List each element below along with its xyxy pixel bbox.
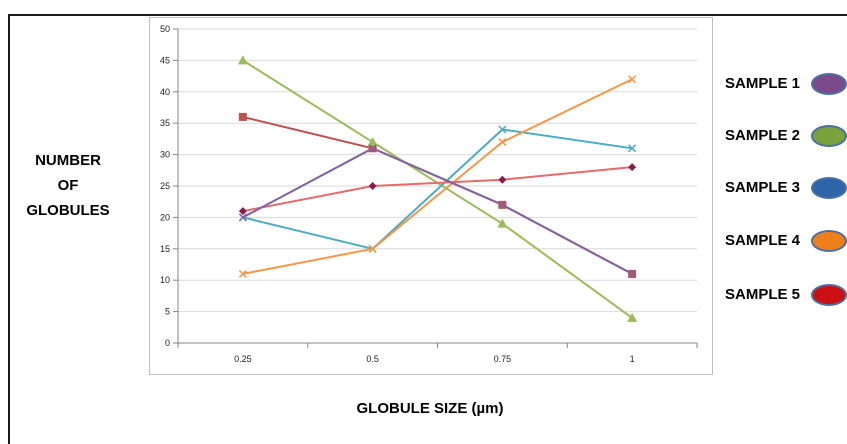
data-point-diamond [628,163,637,172]
data-point-triangle [237,55,248,65]
data-point-x [628,269,637,278]
y-tick-label: 20 [160,212,170,222]
legend-swatch-oval [811,284,847,306]
y-axis-label: NUMBER OF GLOBULES [20,148,116,223]
y-axis-label-line-3: GLOBULES [26,202,110,219]
y-tick-label: 40 [160,87,170,97]
legend-swatch-oval [811,125,847,147]
legend-item-sample-2: SAMPLE 2 [723,124,847,150]
legend-swatch-oval [811,177,847,199]
data-point-x [498,200,507,209]
y-tick-label: 45 [160,55,170,65]
figure-frame [8,14,847,444]
data-point-x [238,213,247,222]
data-point-x [238,269,247,278]
legend-swatch-oval [811,73,847,95]
data-point-x [368,244,377,253]
data-point-triangle [627,312,638,322]
legend-label: SAMPLE 1 [725,75,801,92]
legend-label: SAMPLE 5 [725,286,801,303]
y-tick-label: 50 [160,24,170,34]
legend-item-sample-5: SAMPLE 5 [723,283,847,309]
y-tick-label: 25 [160,181,170,191]
series-line [242,166,633,213]
y-tick-label: 10 [160,275,170,285]
data-point-x [628,144,637,153]
line-chart: 0 5 10 15 20 25 30 35 40 45 50 0.25 0.5 0.75 1 [160,24,698,364]
y-tick-label: 5 [165,307,170,317]
x-tick-label: 1 [630,354,635,364]
y-tick-label: 35 [160,118,170,128]
data-point-x [628,75,637,84]
legend-item-sample-1: SAMPLE 1 [723,72,847,98]
legend-item-sample-4: SAMPLE 4 [723,229,847,255]
series-line [242,78,633,275]
x-tick-label: 0.25 [234,354,252,364]
x-tick-label: 0.5 [366,354,379,364]
x-axis-label: GLOBULE SIZE (µm) [356,400,504,417]
y-tick-label: 30 [160,150,170,160]
data-point-triangle [497,218,508,228]
data-point-x [498,125,507,134]
series-line [242,147,633,275]
y-tick-label: 15 [160,244,170,254]
x-tick-label: 0.75 [494,354,512,364]
y-tick-label: 0 [165,338,170,348]
data-point-diamond [368,182,377,190]
data-point-x [498,138,507,147]
legend-swatch-oval [811,230,847,252]
legend-label: SAMPLE 2 [725,127,801,144]
y-axis-label-line-2: OF [57,177,79,194]
series-line [242,128,633,250]
data-point-diamond [498,175,507,184]
legend-label: SAMPLE 4 [725,232,801,249]
data-point-triangle [367,137,378,147]
legend-item-sample-3: SAMPLE 3 [723,176,847,202]
data-point-diamond [238,207,247,216]
y-axis-label-line-1: NUMBER [35,152,101,169]
data-point-x [368,144,377,153]
data-point-square [238,112,247,121]
legend-label: SAMPLE 3 [725,179,801,196]
